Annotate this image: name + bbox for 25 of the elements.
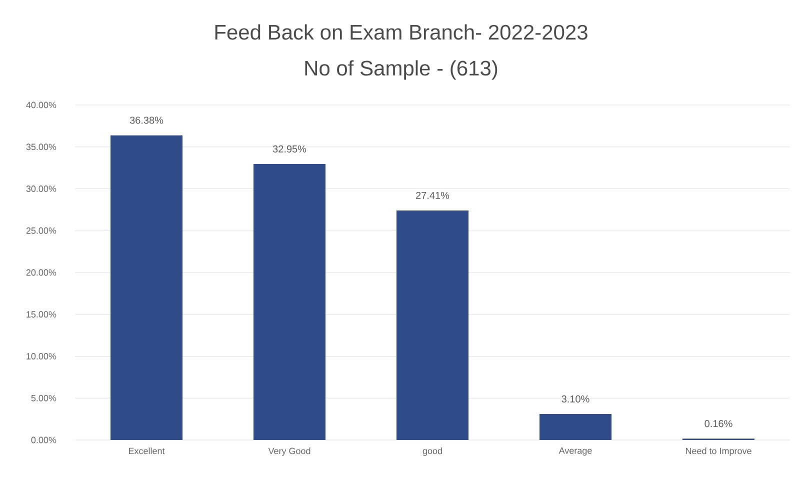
bar: [110, 135, 183, 440]
y-tick-label: 40.00%: [26, 102, 56, 108]
data-label: 32.95%: [272, 145, 306, 153]
data-label: 0.16%: [704, 420, 732, 428]
x-tick-label: Very Good: [268, 448, 310, 456]
x-tick-label: good: [422, 448, 442, 456]
x-tick-label: Need to Improve: [686, 448, 752, 456]
y-tick-label: 20.00%: [26, 269, 56, 276]
data-label: 3.10%: [562, 395, 590, 402]
bar: [254, 164, 326, 440]
y-tick-label: 10.00%: [26, 353, 56, 360]
bar: [540, 414, 612, 440]
y-tick-label: 0.00%: [31, 436, 56, 444]
chart-subtitle: No of Sample - (613): [305, 60, 498, 80]
y-tick-label: 30.00%: [26, 186, 56, 192]
x-tick-label: Average: [558, 448, 592, 456]
data-label: 36.38%: [130, 116, 164, 124]
y-tick-label: 25.00%: [26, 227, 56, 234]
y-tick-label: 15.00%: [26, 311, 56, 318]
y-tick-label: 5.00%: [31, 394, 56, 402]
chart-title: Feed Back on Exam Branch- 2022-2023: [215, 24, 588, 40]
data-label: 27.41%: [416, 192, 450, 199]
x-tick-label: Excellent: [128, 448, 165, 454]
bar: [396, 210, 469, 440]
y-tick-label: 35.00%: [26, 144, 56, 150]
